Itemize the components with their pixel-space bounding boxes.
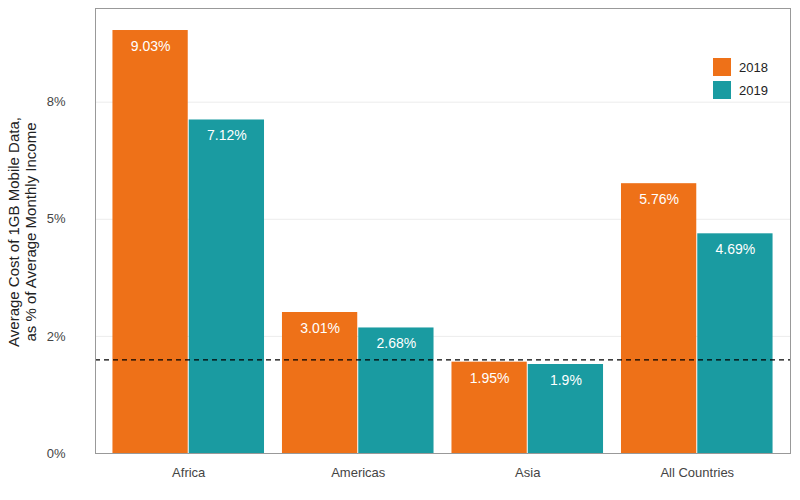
svg-text:4.69%: 4.69% (716, 241, 756, 257)
html-text:2019: 2019 (739, 82, 768, 98)
svg-text:Africa: Africa (172, 465, 206, 480)
svg-text:9.03%: 9.03% (131, 38, 171, 54)
svg-text:0%: 0% (47, 446, 66, 461)
html-text:2018: 2018 (739, 59, 768, 75)
svg-text:Asia: Asia (515, 465, 541, 480)
svg-text:1.95%: 1.95% (470, 370, 510, 386)
svg-text:5.76%: 5.76% (639, 191, 679, 207)
html-text:Average Cost of 1GB Mobile Dat: Average Cost of 1GB Mobile Data, as % of… (5, 117, 39, 347)
svg-text:3.01%: 3.01% (300, 320, 340, 336)
svg-text:8%: 8% (47, 94, 66, 109)
svg-text:Americas: Americas (331, 465, 386, 480)
svg-text:All Countries: All Countries (660, 465, 734, 480)
svg-text:2.68%: 2.68% (377, 335, 417, 351)
svg-text:5%: 5% (47, 211, 66, 226)
svg-text:1.9%: 1.9% (550, 372, 582, 388)
svg-text:7.12%: 7.12% (207, 127, 247, 143)
svg-text:2%: 2% (47, 329, 66, 344)
